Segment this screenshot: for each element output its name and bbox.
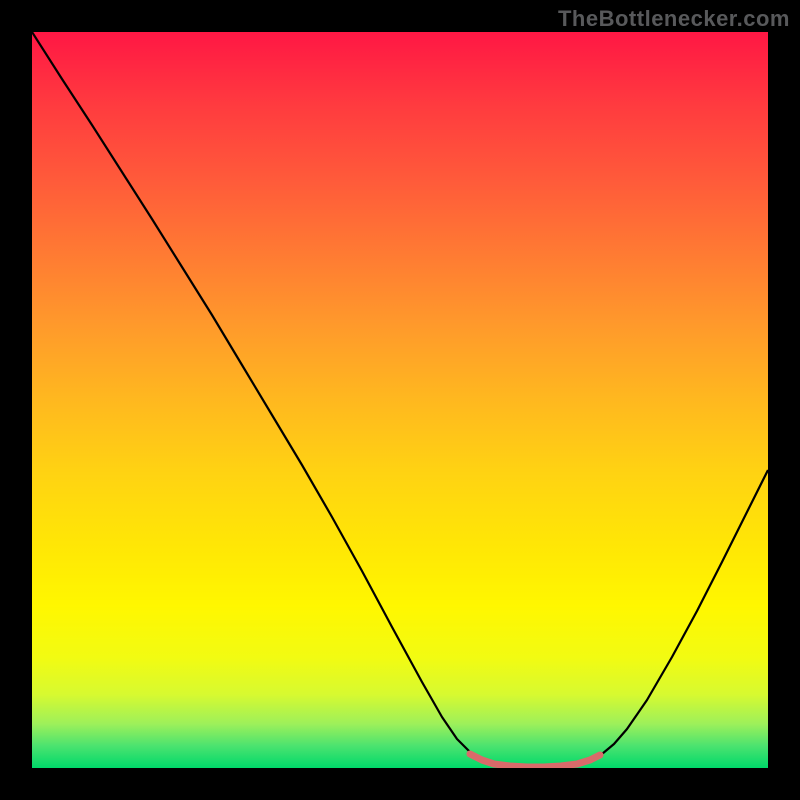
watermark-text: TheBottlenecker.com [558, 6, 790, 32]
curve-layer [32, 32, 768, 768]
plot-area [32, 32, 768, 768]
curve-line [32, 32, 768, 766]
curve-accent [470, 754, 600, 767]
chart-container: TheBottlenecker.com [0, 0, 800, 800]
